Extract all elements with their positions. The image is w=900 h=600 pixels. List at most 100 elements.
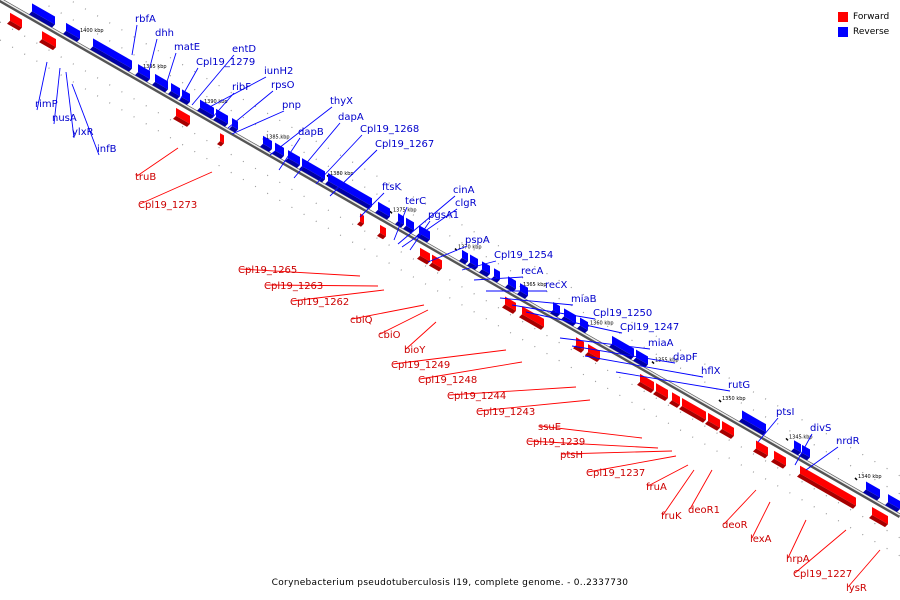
forward-gene-box: [682, 398, 706, 420]
reverse-leader-line: [65, 71, 75, 139]
dot-guides: [0, 0, 900, 557]
scale-tick-label: 1340 kbp: [858, 474, 882, 480]
reverse-leader-line: [179, 67, 199, 101]
reverse-gene-box: [275, 142, 284, 156]
forward-gene-box: [10, 12, 22, 28]
reverse-gene-label: Cpl19_1247: [620, 322, 679, 333]
scale-tick-label: 1380 kbp: [330, 171, 354, 177]
forward-genes: [7, 12, 888, 528]
forward-gene-box-shade: [771, 458, 786, 469]
reverse-gene-label: miaB: [571, 294, 597, 305]
scale-tick-label: 1375 kbp: [393, 207, 417, 213]
forward-leader-line: [265, 284, 379, 287]
reverse-gene-box: [580, 317, 588, 331]
reverse-gene-label: Cpl19_1267: [375, 139, 434, 150]
reverse-swatch: [838, 26, 848, 37]
scale-tick-label: 1400 kbp: [80, 28, 104, 34]
reverse-gene-box: [155, 73, 168, 90]
reverse-leader-line: [499, 297, 574, 306]
forward-gene-box-shade: [753, 448, 768, 459]
forward-leader-line: [419, 361, 523, 380]
reverse-gene-box: [328, 173, 338, 187]
reverse-gene-box-shade: [791, 448, 801, 456]
forward-leader-line: [291, 289, 385, 302]
reverse-gene-label: rbfA: [135, 14, 156, 25]
reverse-gene-box: [866, 481, 880, 498]
reverse-gene-box-shade: [90, 46, 132, 72]
forward-leader-line: [136, 147, 179, 177]
reverse-leader-line: [147, 38, 158, 76]
genome-backbone: [0, 0, 900, 518]
reverse-gene-label: pnp: [282, 100, 301, 111]
reverse-leader-line: [559, 337, 651, 350]
reverse-gene-box: [263, 135, 272, 149]
reverse-gene-box: [742, 410, 766, 433]
reverse-gene-label: recA: [521, 266, 544, 277]
forward-gene-label: fruA: [646, 482, 667, 493]
reverse-gene-box-shade: [29, 11, 55, 28]
forward-gene-label: cbiQ: [350, 315, 373, 326]
forward-gene-label: Cpl19_1249: [391, 360, 450, 371]
reverse-gene-box: [338, 178, 372, 207]
reverse-gene-label: nusA: [52, 113, 77, 124]
reverse-gene-label: thyX: [330, 96, 353, 107]
forward-gene-box: [220, 133, 224, 144]
reverse-leader-line: [71, 83, 100, 156]
forward-gene-label: hrpA: [786, 554, 810, 565]
scale-tick-label: 1395 kbp: [143, 64, 167, 70]
forward-gene-label: Cpl19_1273: [138, 200, 197, 211]
forward-leader-line: [847, 549, 881, 588]
legend-label-forward: Forward: [853, 11, 890, 22]
reverse-gene-box-shade: [517, 291, 528, 299]
scale-tick-label: 1390 kbp: [204, 99, 228, 105]
reverse-leader-line: [164, 52, 177, 89]
forward-leader-line: [723, 489, 757, 525]
reverse-leader-line: [278, 137, 301, 171]
reverse-gene-box: [636, 349, 648, 365]
forward-gene-box: [872, 506, 888, 525]
reverse-gene-box-shade: [197, 107, 214, 119]
reverse-gene-label: dapF: [673, 352, 698, 363]
reverse-gene-box-shade: [285, 158, 300, 168]
forward-gene-label: Cpl19_1262: [290, 297, 349, 308]
forward-gene-label: deoR1: [688, 505, 720, 516]
forward-gene-box-shade: [705, 420, 720, 431]
forward-gene-label: lysR: [846, 583, 867, 594]
scale-tick-mark: [718, 399, 722, 403]
forward-leader-line: [139, 171, 213, 205]
reverse-gene-label: entD: [232, 44, 256, 55]
scale-tick-label: 1355 kbp: [655, 358, 679, 364]
reverse-leader-line: [393, 206, 408, 241]
forward-gene-box-shade: [429, 262, 442, 272]
scale-tick-mark: [854, 477, 858, 481]
forward-gene-labels: truB Cpl19_1273 Cpl19_1265 Cpl19_1263 Cpl19_…: [135, 147, 881, 594]
reverse-leader-line: [805, 446, 839, 471]
forward-gene-label: lexA: [750, 534, 772, 545]
reverse-leader-line: [461, 260, 497, 271]
forward-gene-box: [432, 254, 442, 269]
reverse-gene-box-shade: [577, 325, 588, 334]
reverse-gene-label: infB: [97, 144, 117, 155]
forward-swatch: [838, 11, 848, 22]
forward-gene-label: Cpl19_1248: [418, 375, 477, 386]
forward-leader-line: [794, 529, 847, 574]
legend-item-forward: Forward: [838, 9, 889, 24]
forward-leader-line: [448, 386, 577, 396]
forward-gene-box-shade: [869, 514, 888, 528]
reverse-gene-label: Cpl19_1250: [593, 308, 652, 319]
reverse-gene-box-shade: [479, 269, 490, 277]
reverse-gene-label: rpsO: [271, 80, 295, 91]
reverse-gene-label: miaA: [648, 338, 674, 349]
forward-gene-label: Cpl19_1265: [238, 265, 297, 276]
reverse-gene-box: [32, 3, 55, 25]
reverse-gene-label: dapB: [298, 127, 324, 138]
reverse-leader-line: [53, 67, 61, 125]
forward-gene-label: ptsH: [560, 450, 583, 461]
reverse-gene-box: [138, 64, 150, 79]
reverse-gene-box-shade: [863, 489, 880, 501]
forward-gene-label: cbiO: [378, 330, 401, 341]
reverse-gene-box: [93, 38, 132, 69]
forward-leader-line: [587, 455, 677, 473]
reverse-genes: [29, 3, 900, 512]
